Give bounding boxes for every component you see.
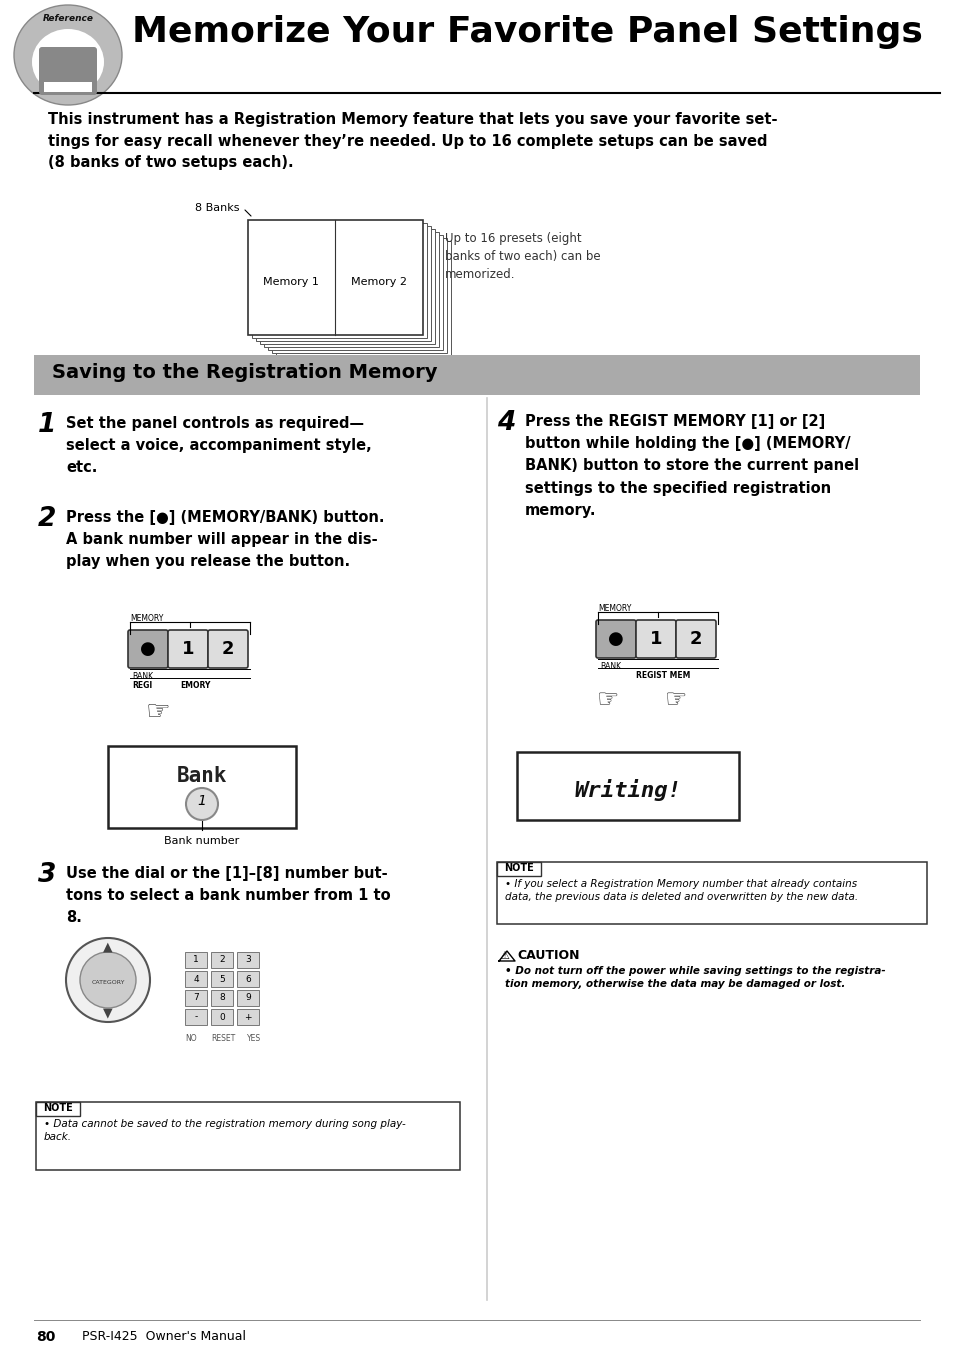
FancyBboxPatch shape — [676, 620, 716, 658]
Text: Bank number: Bank number — [164, 836, 239, 846]
Text: Up to 16 presets (eight
banks of two each) can be
memorized.: Up to 16 presets (eight banks of two eac… — [444, 232, 600, 281]
Text: 4: 4 — [497, 409, 515, 436]
Text: 1: 1 — [182, 640, 194, 658]
Text: 2: 2 — [221, 640, 234, 658]
Bar — [44, 82, 91, 92]
Text: 0: 0 — [219, 1012, 225, 1021]
Text: Use the dial or the [1]–[8] number but-
tons to select a bank number from 1 to
8: Use the dial or the [1]–[8] number but- … — [66, 866, 390, 925]
FancyBboxPatch shape — [636, 620, 676, 658]
Text: • Do not turn off the power while saving settings to the registra-
tion memory, : • Do not turn off the power while saving… — [504, 966, 884, 989]
Text: • If you select a Registration Memory number that already contains
data, the pre: • If you select a Registration Memory nu… — [504, 880, 858, 902]
Text: YES: YES — [247, 1034, 261, 1043]
Ellipse shape — [14, 5, 122, 105]
Text: Reference: Reference — [43, 14, 93, 23]
Text: Saving to the Registration Memory: Saving to the Registration Memory — [52, 363, 437, 382]
Text: 2: 2 — [219, 955, 225, 965]
Bar — [211, 971, 233, 988]
Text: CATEGORY: CATEGORY — [91, 979, 125, 985]
Text: 2: 2 — [689, 630, 701, 648]
Text: MEMORY: MEMORY — [130, 613, 163, 623]
Text: PSR-I425  Owner's Manual: PSR-I425 Owner's Manual — [82, 1329, 246, 1343]
Text: RESET: RESET — [211, 1034, 234, 1043]
Bar — [34, 355, 919, 394]
Text: NOTE: NOTE — [503, 863, 534, 873]
Bar — [260, 230, 435, 345]
Bar — [236, 1009, 258, 1025]
Bar — [211, 990, 233, 1006]
Text: 8 Banks: 8 Banks — [195, 203, 240, 213]
Text: Press the REGIST MEMORY [1] or [2]
button while holding the [●] (MEMORY/
BANK) b: Press the REGIST MEMORY [1] or [2] butto… — [524, 413, 859, 517]
Bar — [252, 223, 427, 338]
FancyBboxPatch shape — [128, 630, 168, 667]
Text: 80: 80 — [36, 1329, 55, 1344]
Text: -: - — [194, 1012, 197, 1021]
Text: Set the panel controls as required—
select a voice, accompaniment style,
etc.: Set the panel controls as required— sele… — [66, 416, 372, 476]
Text: 8: 8 — [219, 993, 225, 1002]
Bar — [211, 952, 233, 969]
FancyBboxPatch shape — [168, 630, 208, 667]
Text: This instrument has a Registration Memory feature that lets you save your favori: This instrument has a Registration Memor… — [48, 112, 777, 170]
Text: 9: 9 — [245, 993, 251, 1002]
Text: Writing!: Writing! — [574, 780, 680, 801]
Bar — [517, 753, 739, 820]
Bar — [36, 1102, 459, 1170]
Bar — [255, 226, 431, 340]
Text: BANK: BANK — [132, 671, 153, 681]
Circle shape — [186, 788, 218, 820]
Bar — [236, 990, 258, 1006]
Bar — [185, 952, 207, 969]
Text: CAUTION: CAUTION — [517, 948, 578, 962]
Text: 1: 1 — [193, 955, 198, 965]
Text: BANK: BANK — [599, 662, 620, 671]
Bar — [36, 1102, 80, 1116]
Text: ☞: ☞ — [146, 698, 171, 725]
Bar — [185, 971, 207, 988]
Text: 1: 1 — [197, 794, 206, 808]
Circle shape — [80, 952, 136, 1008]
Bar — [275, 240, 451, 357]
Text: +: + — [244, 1012, 252, 1021]
Bar — [248, 220, 422, 335]
Text: Memory 1: Memory 1 — [263, 277, 318, 286]
Text: 6: 6 — [245, 974, 251, 984]
Text: ☞: ☞ — [664, 688, 686, 712]
Text: 1: 1 — [649, 630, 661, 648]
Text: • Data cannot be saved to the registration memory during song play-
back.: • Data cannot be saved to the registrati… — [44, 1119, 405, 1142]
Text: Memory 2: Memory 2 — [351, 277, 407, 286]
Bar — [272, 238, 447, 353]
Text: REGI: REGI — [132, 681, 152, 690]
Text: 3: 3 — [38, 862, 56, 888]
Text: 7: 7 — [193, 993, 198, 1002]
Text: REGIST MEM: REGIST MEM — [636, 671, 690, 680]
Bar — [185, 990, 207, 1006]
FancyBboxPatch shape — [208, 630, 248, 667]
Bar — [236, 952, 258, 969]
Ellipse shape — [32, 28, 104, 95]
Bar — [185, 1009, 207, 1025]
Bar — [236, 971, 258, 988]
Bar — [268, 235, 442, 350]
Text: Press the [●] (MEMORY/BANK) button.
A bank number will appear in the dis-
play w: Press the [●] (MEMORY/BANK) button. A ba… — [66, 509, 384, 569]
FancyBboxPatch shape — [596, 620, 636, 658]
Bar — [211, 1009, 233, 1025]
Text: ⚠: ⚠ — [498, 951, 509, 961]
Text: EMORY: EMORY — [180, 681, 211, 690]
Text: 3: 3 — [245, 955, 251, 965]
Bar — [264, 232, 438, 347]
Bar — [497, 862, 540, 875]
FancyBboxPatch shape — [39, 47, 97, 95]
Text: 4: 4 — [193, 974, 198, 984]
Text: ▼: ▼ — [103, 1006, 112, 1020]
Text: ☞: ☞ — [597, 688, 618, 712]
Text: NO: NO — [185, 1034, 196, 1043]
Text: Bank: Bank — [176, 766, 227, 786]
Text: ▲: ▲ — [103, 940, 112, 954]
Circle shape — [66, 938, 150, 1021]
Text: 2: 2 — [38, 507, 56, 532]
Text: ●: ● — [140, 640, 155, 658]
Text: ●: ● — [607, 630, 623, 648]
Text: 5: 5 — [219, 974, 225, 984]
Text: Memorize Your Favorite Panel Settings: Memorize Your Favorite Panel Settings — [132, 15, 922, 49]
Bar — [497, 862, 926, 924]
Text: NOTE: NOTE — [43, 1102, 72, 1113]
